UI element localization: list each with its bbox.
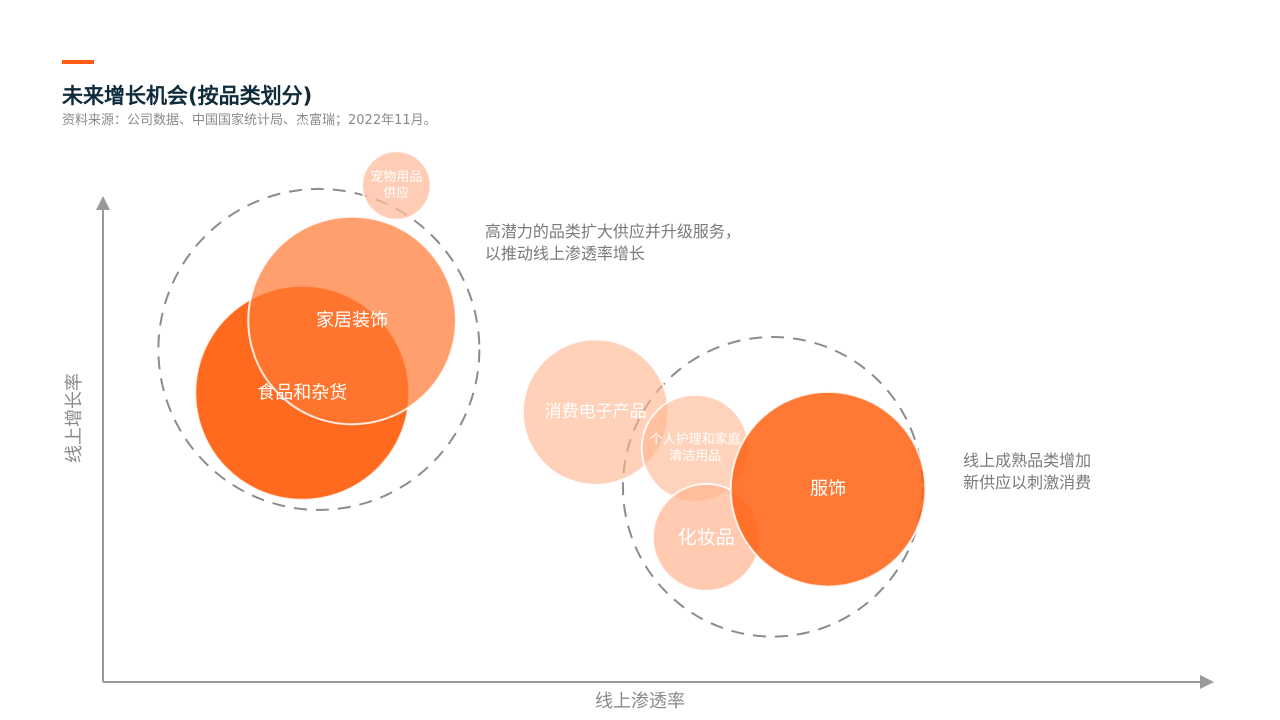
bubble-3 — [361, 150, 432, 221]
x-axis-label: 线上渗透率 — [595, 691, 685, 712]
bubble-7 — [729, 390, 927, 588]
annotation-2-line-1: 线上成熟品类增加 — [963, 451, 1091, 470]
bubble-label-6: 化妆品 — [678, 526, 735, 548]
annotation-1-line-1: 高潜力的品类扩大供应并升级服务， — [485, 222, 741, 241]
bubble-label-2: 家居装饰 — [316, 310, 388, 331]
annotation-1-line-2: 以推动线上渗透率增长 — [485, 244, 645, 263]
group-outline-1 — [157, 187, 481, 511]
y-axis-label: 线上增长率 — [64, 373, 85, 463]
bubble-label-5-line-2: 清洁用品 — [669, 449, 721, 464]
source-note: 资料来源：公司数据、中国国家统计局、杰富瑞；2022年11月。 — [62, 113, 437, 128]
bubble-label-7: 服饰 — [810, 479, 846, 500]
bubble-label-3-line-1: 宠物用品 — [370, 169, 422, 185]
accent-bar — [62, 60, 94, 64]
bubble-label-3-line-2: 供应 — [383, 185, 409, 201]
group-outline-2 — [621, 335, 924, 638]
annotation-2-line-2: 新供应以刺激消费 — [963, 473, 1091, 492]
page-title: 未来增长机会(按品类划分) — [62, 84, 313, 108]
bubble-label-4: 消费电子产品 — [545, 402, 647, 422]
bubble-label-5-line-1: 个人护理和家庭 — [650, 432, 741, 448]
bubble-label-1: 食品和杂货 — [257, 382, 347, 403]
bubble-2 — [247, 215, 457, 426]
